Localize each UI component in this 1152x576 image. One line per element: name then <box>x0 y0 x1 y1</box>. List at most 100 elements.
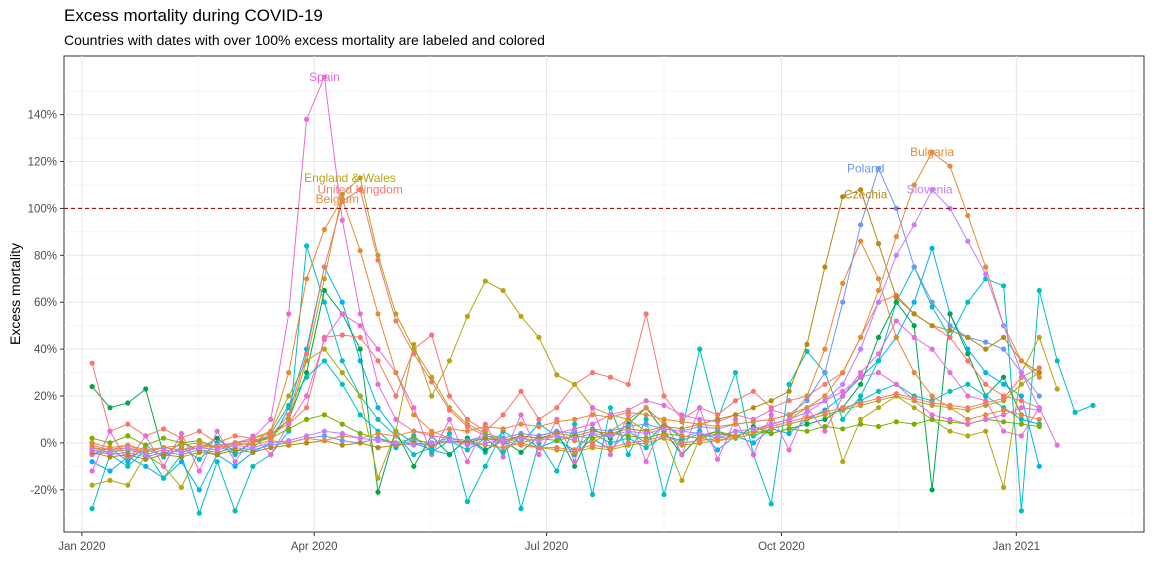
data-point-slovenia <box>411 442 417 448</box>
data-point-country-2 <box>947 311 953 317</box>
data-point-united-kingdom <box>393 318 399 324</box>
axes: -20% 0% 20% 40% 60% 80% 100% 120% 140% Jan 2020 Ap… <box>28 110 1040 553</box>
data-point-slovenia <box>482 440 488 446</box>
data-point-poland <box>321 433 327 439</box>
data-point-czechia <box>143 456 149 462</box>
data-point-slovenia <box>607 433 614 439</box>
data-point-country-4 <box>178 484 184 490</box>
data-point-country-1 <box>786 381 792 387</box>
data-point-slovenia <box>661 426 667 432</box>
data-point-czechia <box>858 187 864 193</box>
data-point-country-2 <box>875 334 882 340</box>
data-point-country-1 <box>697 346 703 352</box>
data-point-spain <box>858 374 864 380</box>
data-point-country-6 <box>196 456 202 462</box>
data-point-country-5 <box>732 416 739 422</box>
data-point-slovenia <box>1036 405 1042 411</box>
data-point-country-4 <box>965 433 971 439</box>
data-point-united-kingdom <box>643 438 649 444</box>
series-line-country-6 <box>91 360 1040 463</box>
data-point-bulgaria <box>607 414 614 420</box>
data-point-belgium <box>643 405 649 411</box>
data-point-country-2 <box>482 447 488 453</box>
data-point-slovenia <box>339 430 345 437</box>
series-line-czechia <box>91 189 1040 460</box>
data-point-country-7 <box>161 435 167 441</box>
data-point-country-6 <box>357 412 363 418</box>
series-line-country-3 <box>91 294 1040 444</box>
data-point-poland <box>947 323 953 329</box>
data-point-bulgaria <box>411 428 417 434</box>
data-point-country-4 <box>840 459 846 465</box>
data-point-czechia <box>893 294 899 301</box>
data-point-bulgaria <box>321 438 327 444</box>
data-point-country-7 <box>89 435 95 441</box>
data-point-country-3 <box>625 381 631 387</box>
data-point-country-1 <box>518 506 524 512</box>
data-point-country-6 <box>339 381 345 387</box>
data-point-country-1 <box>965 299 971 305</box>
data-point-czechia <box>875 241 882 247</box>
data-point-country-2 <box>143 386 149 392</box>
data-point-country-3 <box>643 311 649 317</box>
data-point-bulgaria <box>697 421 703 427</box>
data-point-country-3 <box>125 421 131 427</box>
data-point-united-kingdom <box>858 400 864 406</box>
data-point-country-5 <box>1054 442 1060 448</box>
data-point-bulgaria <box>983 264 989 270</box>
y-tick-label: 140% <box>28 110 57 122</box>
data-point-slovenia <box>893 252 899 258</box>
data-point-slovenia <box>518 435 524 441</box>
data-point-spain <box>643 398 649 404</box>
data-point-country-1 <box>89 506 95 512</box>
data-point-czechia <box>375 445 381 451</box>
data-point-czechia <box>840 194 846 200</box>
data-point-country-5 <box>536 452 542 458</box>
data-point-spain <box>321 74 327 80</box>
data-point-spain <box>929 412 935 418</box>
data-point-country-0 <box>232 463 238 469</box>
data-point-bulgaria <box>375 430 381 437</box>
data-point-belgium <box>304 276 310 282</box>
data-point-poland <box>643 421 649 427</box>
data-point-spain <box>339 217 345 223</box>
data-point-spain <box>875 370 882 376</box>
data-point-country-3 <box>589 370 596 376</box>
data-point-country-0 <box>983 370 989 376</box>
label-england-wales: England & Wales <box>304 171 396 185</box>
data-point-poland <box>339 438 345 444</box>
series-line-poland <box>91 168 1040 458</box>
data-point-slovenia <box>429 440 435 446</box>
data-point-country-1 <box>1090 402 1096 408</box>
data-point-bulgaria <box>1018 358 1024 364</box>
data-point-country-4 <box>572 381 578 387</box>
data-point-slovenia <box>286 438 292 444</box>
data-point-bulgaria <box>732 421 739 427</box>
data-point-country-5 <box>858 370 864 376</box>
data-point-country-3 <box>304 405 310 411</box>
data-point-country-0 <box>750 440 757 446</box>
data-point-country-1 <box>643 416 649 422</box>
data-point-country-1 <box>375 416 381 422</box>
data-point-czechia <box>715 416 721 422</box>
data-point-country-4 <box>911 405 917 411</box>
data-point-country-5 <box>822 428 828 434</box>
data-point-country-4 <box>983 428 989 434</box>
data-point-country-5 <box>768 412 774 418</box>
data-point-spain <box>375 381 381 387</box>
data-point-slovenia <box>875 299 882 305</box>
data-point-slovenia <box>768 421 774 427</box>
data-point-country-7 <box>357 430 363 437</box>
data-point-united-kingdom <box>304 351 310 357</box>
data-point-country-5 <box>786 447 792 453</box>
data-point-spain <box>268 416 274 422</box>
data-point-country-2 <box>107 405 113 411</box>
data-point-country-7 <box>625 433 631 439</box>
data-point-belgium <box>715 438 721 444</box>
data-point-belgium <box>732 433 739 439</box>
data-point-country-7 <box>911 421 917 427</box>
data-point-united-kingdom <box>1036 365 1042 371</box>
data-point-united-kingdom <box>464 423 470 430</box>
data-point-belgium <box>1018 412 1024 418</box>
